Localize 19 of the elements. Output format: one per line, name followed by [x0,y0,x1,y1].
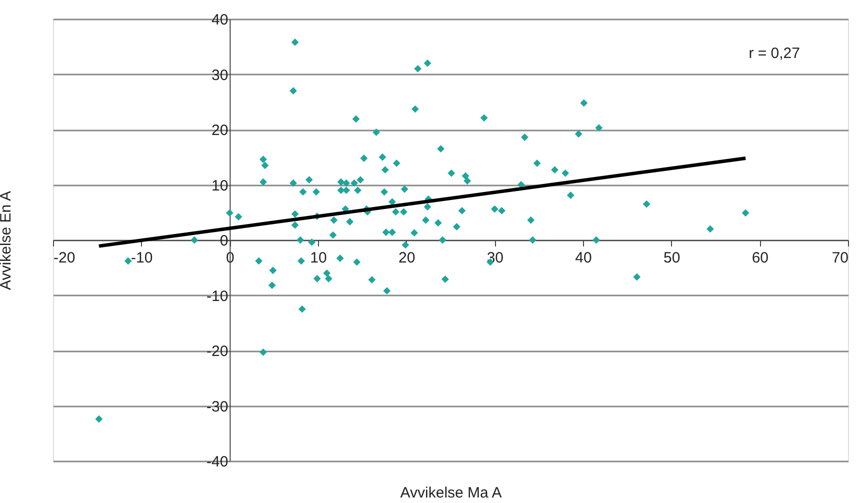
y-tick-label: 10 [211,177,228,194]
y-axis-title: Avvikelse En A [0,191,14,290]
x-tick-label: -10 [130,250,153,266]
y-tick-label: -30 [206,398,228,416]
x-tick-label: 70 [832,250,848,266]
y-tick-label: 40 [211,12,228,28]
x-tick-label: 40 [575,250,592,266]
y-tick-label: -10 [206,288,228,305]
y-tick-label: 30 [211,66,228,84]
annotation: r = 0,27 [748,45,800,62]
y-tick-label: -20 [206,343,228,360]
x-tick-label: 60 [752,250,769,266]
x-tick-label: -20 [54,250,76,266]
x-tick-label: 10 [310,250,327,266]
y-tick-label: -40 [206,454,228,470]
x-axis-title: Avvikelse Ma A [400,484,502,502]
x-tick-label: 50 [663,250,680,266]
y-tick-label: 20 [211,122,228,139]
x-tick-label: 20 [398,250,416,266]
